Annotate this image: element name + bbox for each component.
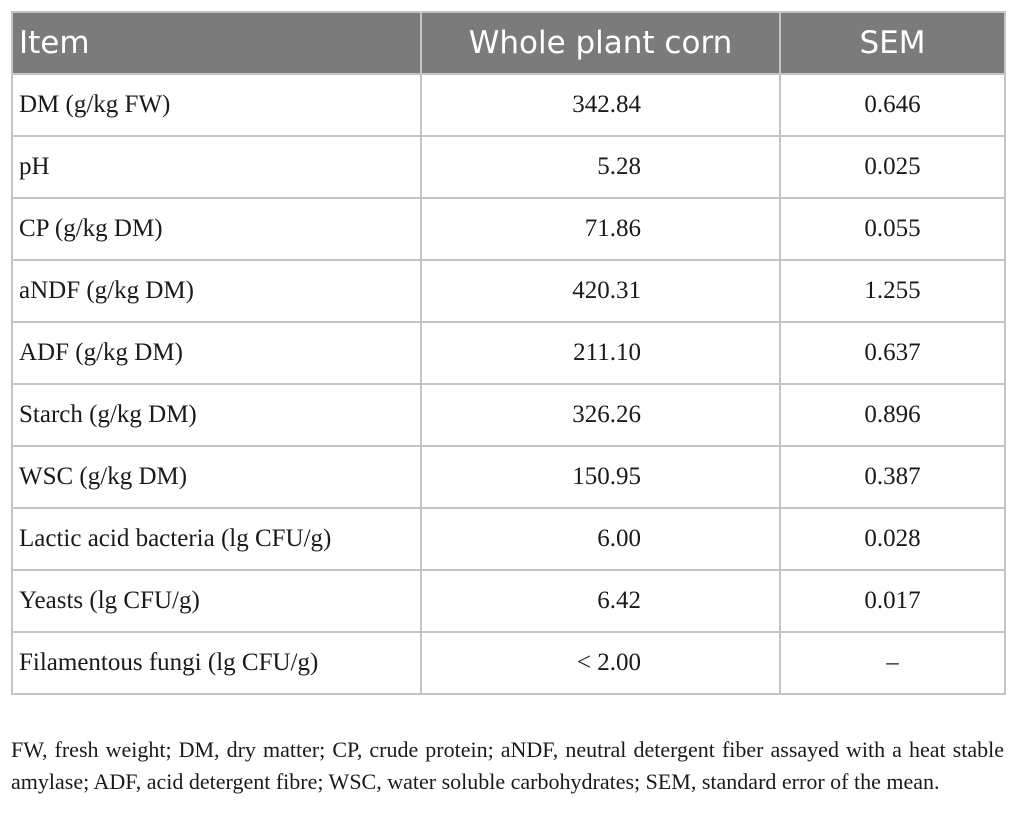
row-value: 420.31 bbox=[420, 259, 781, 323]
row-item-label: pH bbox=[11, 135, 422, 199]
row-sem: – bbox=[779, 631, 1006, 695]
row-item-label: Lactic acid bacteria (lg CFU/g) bbox=[11, 507, 422, 571]
row-value: 6.42 bbox=[420, 569, 781, 633]
table-row: aNDF (g/kg DM) 420.31 1.255 bbox=[11, 259, 1006, 323]
table-row: CP (g/kg DM) 71.86 0.055 bbox=[11, 197, 1006, 261]
table-row: DM (g/kg FW) 342.84 0.646 bbox=[11, 73, 1006, 137]
table-row: Filamentous fungi (lg CFU/g) < 2.00 – bbox=[11, 631, 1006, 695]
row-item-label: Filamentous fungi (lg CFU/g) bbox=[11, 631, 422, 695]
row-sem: 0.896 bbox=[779, 383, 1006, 447]
composition-table: Item Whole plant corn SEM DM (g/kg FW) 3… bbox=[11, 11, 1006, 695]
composition-table-container: Item Whole plant corn SEM DM (g/kg FW) 3… bbox=[11, 11, 1006, 695]
row-value: 211.10 bbox=[420, 321, 781, 385]
row-sem: 0.017 bbox=[779, 569, 1006, 633]
table-row: ADF (g/kg DM) 211.10 0.637 bbox=[11, 321, 1006, 385]
row-item-label: CP (g/kg DM) bbox=[11, 197, 422, 261]
table-footnote: FW, fresh weight; DM, dry matter; CP, cr… bbox=[11, 737, 1004, 794]
row-value: 71.86 bbox=[420, 197, 781, 261]
row-value: 326.26 bbox=[420, 383, 781, 447]
row-sem: 0.028 bbox=[779, 507, 1006, 571]
row-value: 150.95 bbox=[420, 445, 781, 509]
row-item-label: DM (g/kg FW) bbox=[11, 73, 422, 137]
row-item-label: aNDF (g/kg DM) bbox=[11, 259, 422, 323]
header-whole-plant-corn: Whole plant corn bbox=[420, 11, 781, 75]
table-row: Starch (g/kg DM) 326.26 0.896 bbox=[11, 383, 1006, 447]
header-row: Item Whole plant corn SEM bbox=[11, 11, 1006, 75]
row-value: 342.84 bbox=[420, 73, 781, 137]
row-item-label: Yeasts (lg CFU/g) bbox=[11, 569, 422, 633]
row-item-label: Starch (g/kg DM) bbox=[11, 383, 422, 447]
table-row: Yeasts (lg CFU/g) 6.42 0.017 bbox=[11, 569, 1006, 633]
table-row: Lactic acid bacteria (lg CFU/g) 6.00 0.0… bbox=[11, 507, 1006, 571]
table-header: Item Whole plant corn SEM bbox=[11, 11, 1006, 75]
row-value: 5.28 bbox=[420, 135, 781, 199]
row-sem: 0.025 bbox=[779, 135, 1006, 199]
table-row: pH 5.28 0.025 bbox=[11, 135, 1006, 199]
table-row: WSC (g/kg DM) 150.95 0.387 bbox=[11, 445, 1006, 509]
header-sem: SEM bbox=[779, 11, 1006, 75]
table-body: DM (g/kg FW) 342.84 0.646 pH 5.28 0.025 … bbox=[11, 73, 1006, 695]
row-value: 6.00 bbox=[420, 507, 781, 571]
row-sem: 0.055 bbox=[779, 197, 1006, 261]
row-sem: 1.255 bbox=[779, 259, 1006, 323]
row-item-label: ADF (g/kg DM) bbox=[11, 321, 422, 385]
row-value: < 2.00 bbox=[420, 631, 781, 695]
row-sem: 0.387 bbox=[779, 445, 1006, 509]
row-sem: 0.637 bbox=[779, 321, 1006, 385]
row-item-label: WSC (g/kg DM) bbox=[11, 445, 422, 509]
row-sem: 0.646 bbox=[779, 73, 1006, 137]
header-item: Item bbox=[11, 11, 422, 75]
